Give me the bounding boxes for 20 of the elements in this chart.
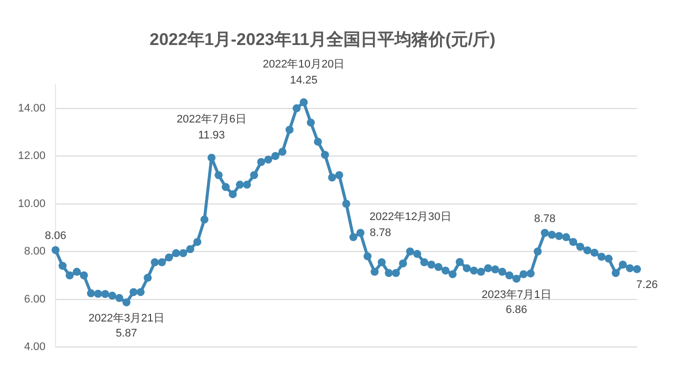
data-label: 8.06 [44, 230, 66, 242]
annotation: 2022年3月21日 [88, 312, 164, 324]
y-tick-label: 6.00 [24, 293, 46, 306]
annotation: 2022年12月30日 [369, 210, 452, 223]
data-label: 7.26 [636, 279, 658, 292]
chart-title: 2022年1月-2023年11月全国日平均猪价(元/斤) [150, 30, 496, 49]
data-label: 5.87 [116, 327, 138, 340]
annotation: 2023年7月1日 [482, 288, 552, 301]
annotation: 2022年7月6日 [176, 114, 246, 126]
data-label: 14.25 [290, 74, 318, 86]
data-label: 11.93 [198, 130, 225, 142]
y-tick-label: 10.00 [18, 198, 46, 210]
annotation: 2022年10月20日 [262, 58, 345, 70]
y-tick-label: 14.00 [18, 102, 46, 114]
y-tick-label: 4.00 [24, 341, 46, 354]
data-label: 6.86 [506, 304, 528, 316]
data-label: 8.78 [370, 226, 392, 239]
data-label: 8.78 [534, 212, 556, 225]
y-tick-label: 12.00 [18, 150, 46, 162]
y-tick-label: 8.00 [24, 246, 46, 258]
